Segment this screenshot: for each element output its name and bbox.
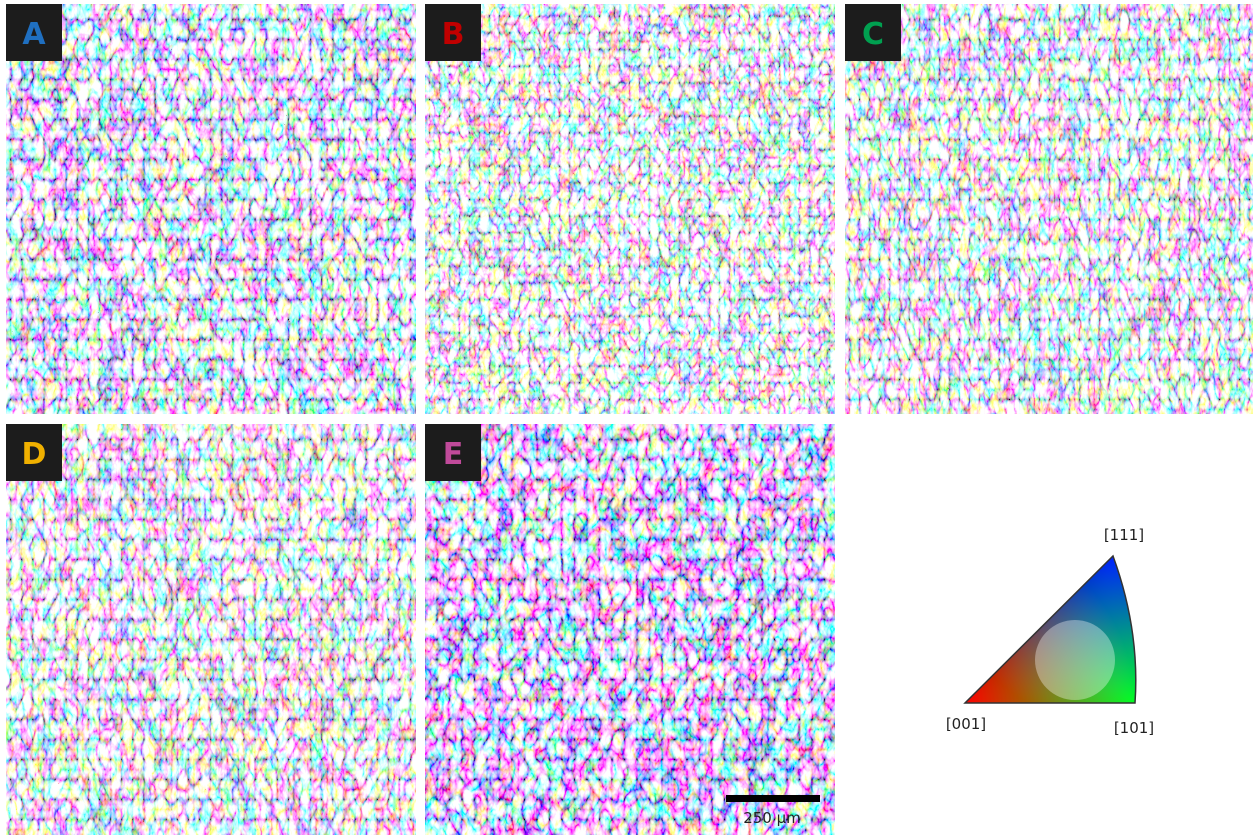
figure: A B C D E 250 µm [111] [001] [101] bbox=[0, 0, 1253, 835]
legend-top: [111] bbox=[1104, 526, 1144, 544]
map-e bbox=[425, 424, 835, 835]
map-d bbox=[6, 424, 416, 835]
map-a bbox=[6, 4, 416, 414]
panel-label: E bbox=[443, 437, 464, 472]
map-c bbox=[845, 4, 1253, 414]
ipf-triangle bbox=[960, 550, 1145, 710]
map-b bbox=[425, 4, 835, 414]
panel-label: A bbox=[22, 17, 46, 52]
legend-left: [001] bbox=[946, 715, 986, 733]
scale-bar-label: 250 µm bbox=[743, 809, 801, 827]
ipf-legend: [111] [001] [101] bbox=[946, 526, 1154, 737]
panel-label: D bbox=[22, 437, 47, 472]
panel-label: C bbox=[862, 17, 884, 52]
panel-label: B bbox=[442, 17, 465, 52]
scale-bar-line bbox=[726, 795, 820, 802]
legend-right: [101] bbox=[1114, 719, 1154, 737]
